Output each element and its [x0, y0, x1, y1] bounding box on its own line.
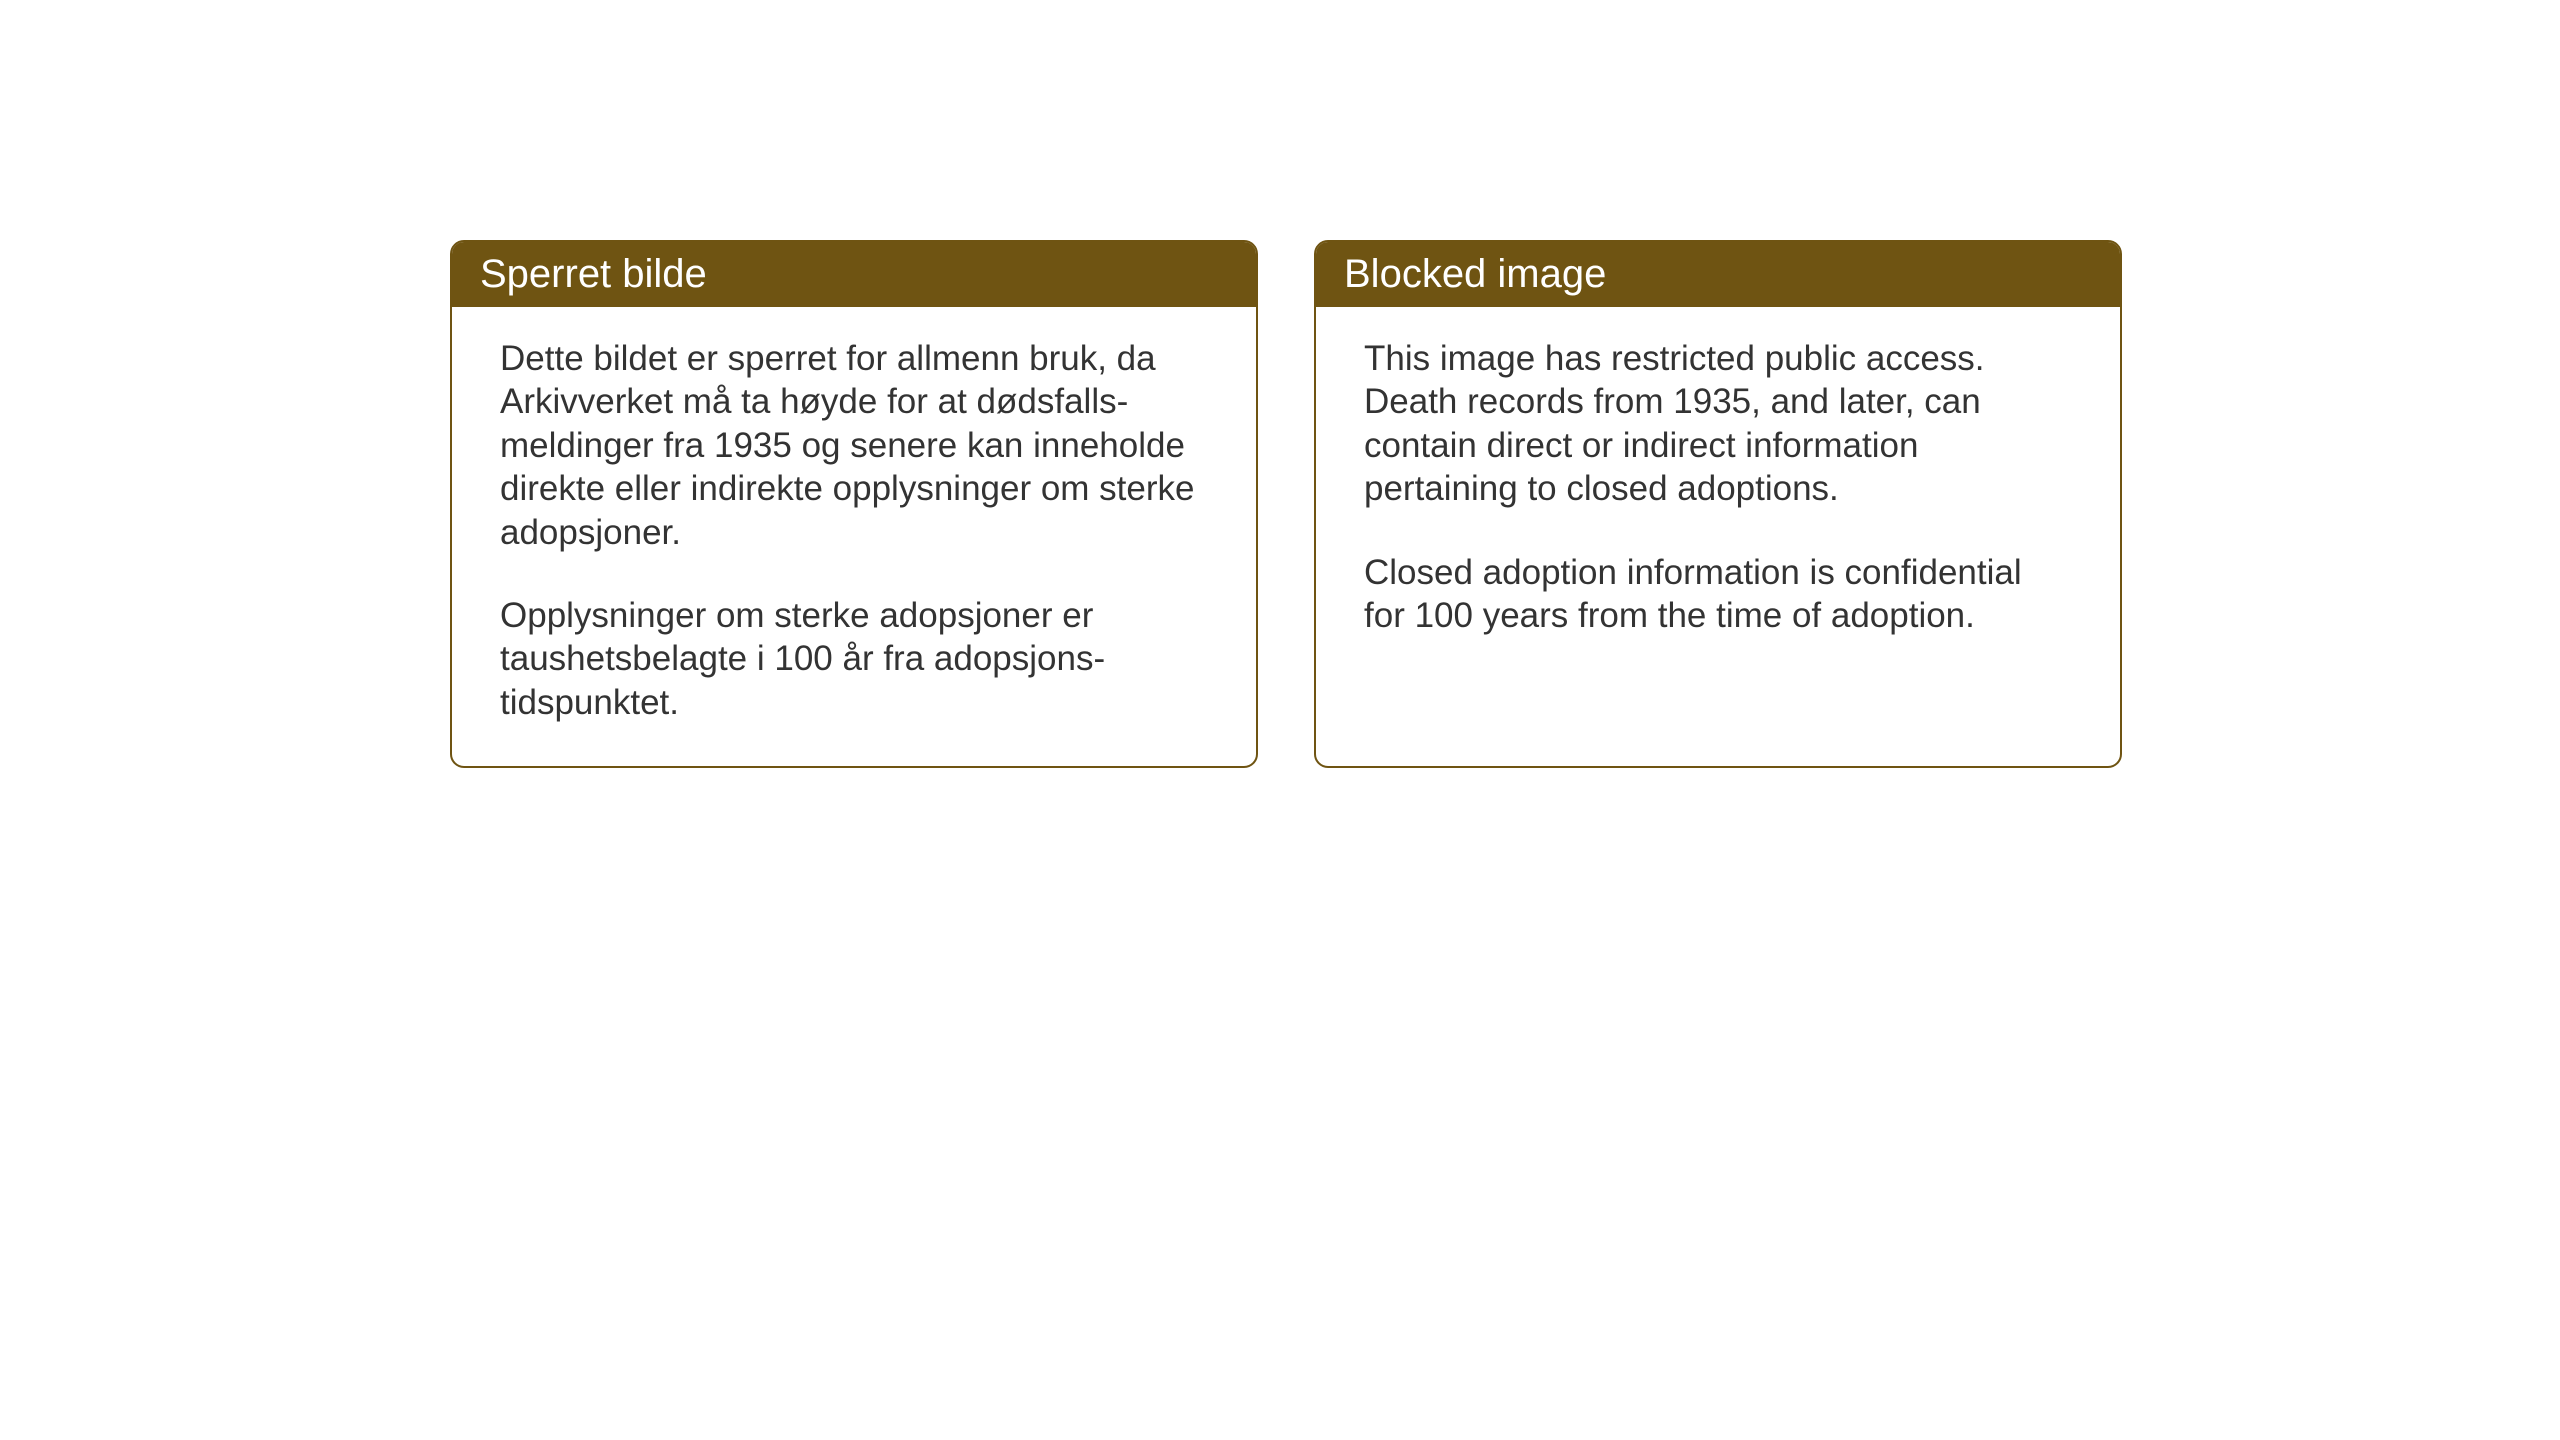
notice-container: Sperret bilde Dette bildet er sperret fo…: [450, 240, 2122, 768]
paragraph-1-norwegian: Dette bildet er sperret for allmenn bruk…: [500, 337, 1208, 554]
card-title-english: Blocked image: [1344, 252, 1606, 296]
card-title-norwegian: Sperret bilde: [480, 252, 707, 296]
paragraph-1-english: This image has restricted public access.…: [1364, 337, 2072, 511]
card-header-norwegian: Sperret bilde: [452, 242, 1256, 307]
card-header-english: Blocked image: [1316, 242, 2120, 307]
paragraph-2-english: Closed adoption information is confident…: [1364, 551, 2072, 638]
notice-card-english: Blocked image This image has restricted …: [1314, 240, 2122, 768]
notice-card-norwegian: Sperret bilde Dette bildet er sperret fo…: [450, 240, 1258, 768]
card-body-norwegian: Dette bildet er sperret for allmenn bruk…: [452, 307, 1256, 766]
paragraph-2-norwegian: Opplysninger om sterke adopsjoner er tau…: [500, 594, 1208, 724]
card-body-english: This image has restricted public access.…: [1316, 307, 2120, 679]
